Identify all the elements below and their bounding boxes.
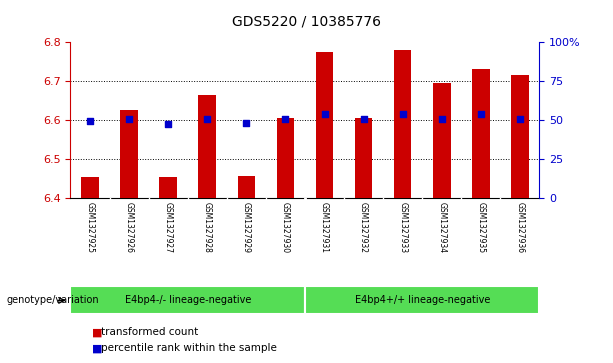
Text: GSM1327934: GSM1327934 — [437, 202, 446, 253]
Point — [163, 122, 173, 127]
Text: GSM1327933: GSM1327933 — [398, 202, 407, 253]
Text: ■: ■ — [92, 343, 102, 354]
Point — [281, 117, 291, 122]
Bar — [159, 177, 177, 198]
Text: GSM1327926: GSM1327926 — [124, 202, 134, 253]
Bar — [238, 176, 255, 198]
Bar — [355, 118, 372, 198]
Point — [319, 111, 329, 117]
Point — [398, 111, 408, 117]
Bar — [472, 69, 490, 198]
Point — [85, 118, 95, 124]
Bar — [394, 50, 411, 198]
Bar — [70, 286, 305, 314]
Text: GSM1327929: GSM1327929 — [242, 202, 251, 253]
Text: GDS5220 / 10385776: GDS5220 / 10385776 — [232, 15, 381, 29]
Bar — [82, 177, 99, 198]
Text: GSM1327930: GSM1327930 — [281, 202, 290, 253]
Text: genotype/variation: genotype/variation — [6, 295, 99, 305]
Text: GSM1327936: GSM1327936 — [516, 202, 524, 253]
Point — [515, 116, 525, 122]
Text: GSM1327928: GSM1327928 — [203, 202, 211, 253]
Text: E4bp4+/+ lineage-negative: E4bp4+/+ lineage-negative — [354, 295, 490, 305]
Point — [437, 116, 447, 122]
Bar — [433, 83, 451, 198]
Text: GSM1327931: GSM1327931 — [320, 202, 329, 253]
Text: ■: ■ — [92, 327, 102, 337]
Bar — [305, 286, 539, 314]
Text: GSM1327927: GSM1327927 — [164, 202, 173, 253]
Point — [242, 120, 251, 126]
Point — [476, 111, 485, 117]
Text: transformed count: transformed count — [101, 327, 199, 337]
Text: GSM1327925: GSM1327925 — [86, 202, 94, 253]
Text: GSM1327932: GSM1327932 — [359, 202, 368, 253]
Text: percentile rank within the sample: percentile rank within the sample — [101, 343, 277, 354]
Bar — [316, 52, 333, 198]
Bar — [511, 75, 528, 198]
Point — [202, 116, 212, 122]
Text: GSM1327935: GSM1327935 — [476, 202, 485, 253]
Bar — [199, 95, 216, 198]
Text: E4bp4-/- lineage-negative: E4bp4-/- lineage-negative — [124, 295, 251, 305]
Bar — [120, 110, 138, 198]
Bar — [276, 118, 294, 198]
Point — [124, 117, 134, 122]
Point — [359, 117, 368, 122]
